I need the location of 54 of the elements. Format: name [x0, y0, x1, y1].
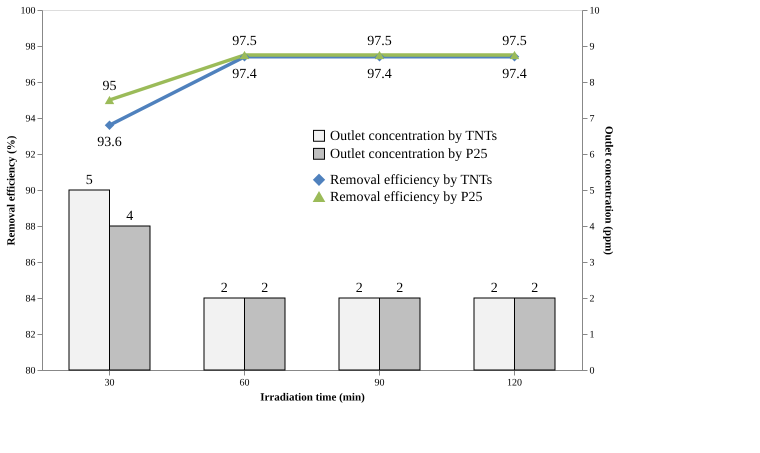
y-axis-title: Removal efficiency (%)	[6, 135, 18, 246]
data-label: 2	[356, 281, 363, 296]
y2-tick-label: 8	[590, 78, 594, 88]
data-label: 5	[86, 173, 93, 188]
y2-tick-label: 6	[590, 150, 594, 160]
legend-label: Removal efficiency by P25	[330, 190, 483, 205]
data-label: 97.5	[232, 34, 257, 49]
data-label: 4	[126, 209, 134, 224]
y-tick-label: 100	[20, 6, 36, 16]
y-tick-label: 86	[26, 258, 36, 268]
data-label: 93.6	[97, 135, 122, 150]
y2-tick-label: 9	[590, 42, 594, 52]
data-label: 97.5	[502, 34, 527, 49]
x-axis-title: Irradiation time (min)	[260, 392, 366, 404]
data-label: 2	[396, 281, 404, 296]
point	[104, 120, 114, 130]
y-tick-label: 96	[26, 78, 36, 88]
data-label: 2	[261, 281, 268, 296]
x-tick-label: 120	[507, 378, 522, 388]
data-label: 97.4	[367, 66, 392, 82]
data-label: 97.4	[232, 66, 257, 82]
data-label: 2	[490, 281, 498, 296]
y2-tick-label: 3	[590, 258, 594, 268]
y2-axis-title: Outlet concentration (ppm)	[602, 126, 614, 256]
y-tick-label: 82	[26, 330, 36, 340]
y2-tick-label: 5	[590, 186, 594, 196]
y-tick-label: 80	[26, 366, 36, 376]
data-label: 2	[220, 281, 228, 296]
legend-label: Outlet concentration by P25	[330, 146, 488, 162]
legend-label: Removal efficiency by TNTs	[330, 172, 492, 188]
y2-tick-label: 7	[590, 114, 594, 124]
x-tick-label: 90	[374, 378, 384, 388]
y2-tick-label: 4	[590, 222, 594, 232]
point	[104, 96, 114, 104]
x-tick-label: 60	[240, 378, 250, 388]
y-tick-label: 94	[26, 114, 36, 124]
x-tick-label: 30	[104, 378, 114, 388]
point	[510, 50, 520, 60]
point	[240, 50, 250, 60]
y2-tick-label: 10	[590, 6, 600, 16]
y-tick-label: 92	[26, 150, 36, 160]
y-tick-label: 90	[26, 186, 36, 196]
data-label: 95	[102, 79, 116, 94]
data-label: 2	[531, 281, 538, 296]
legend-label: Outlet concentration by TNTs	[330, 128, 498, 144]
data-label: 97.5	[367, 34, 392, 49]
y2-tick-label: 2	[590, 294, 594, 304]
point	[374, 50, 384, 60]
y-tick-label: 98	[26, 42, 36, 52]
y-tick-label: 84	[26, 294, 36, 304]
y2-tick-label: 0	[590, 366, 594, 376]
y-tick-label: 88	[26, 222, 36, 232]
data-label: 97.4	[502, 66, 527, 82]
y2-tick-label: 1	[590, 330, 594, 340]
